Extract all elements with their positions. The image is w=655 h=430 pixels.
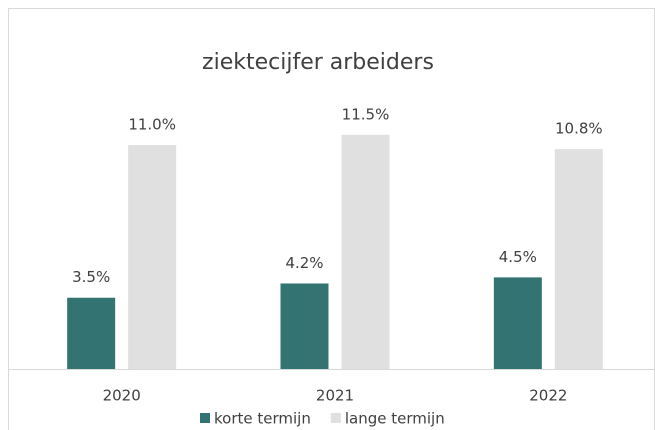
x-tick-label: 2022 — [529, 387, 567, 405]
legend-label: korte termijn — [214, 410, 311, 428]
bar — [280, 283, 329, 369]
x-tick-label: 2021 — [316, 387, 354, 405]
bar — [341, 134, 390, 369]
chart-title: ziektecijfer arbeiders — [202, 50, 434, 75]
legend-swatch — [330, 413, 341, 423]
legend-swatch — [200, 413, 210, 423]
bar — [554, 149, 603, 369]
bar — [493, 277, 542, 369]
bar — [67, 297, 116, 369]
data-label: 11.5% — [342, 105, 390, 123]
data-label: 4.5% — [499, 248, 537, 266]
data-label: 3.5% — [72, 268, 110, 286]
bar — [128, 145, 177, 369]
data-label: 4.2% — [285, 254, 323, 272]
x-tick-label: 2020 — [103, 387, 141, 405]
data-label: 10.8% — [555, 120, 603, 138]
data-label: 11.0% — [128, 116, 176, 134]
legend-label: lange termijn — [345, 410, 445, 428]
